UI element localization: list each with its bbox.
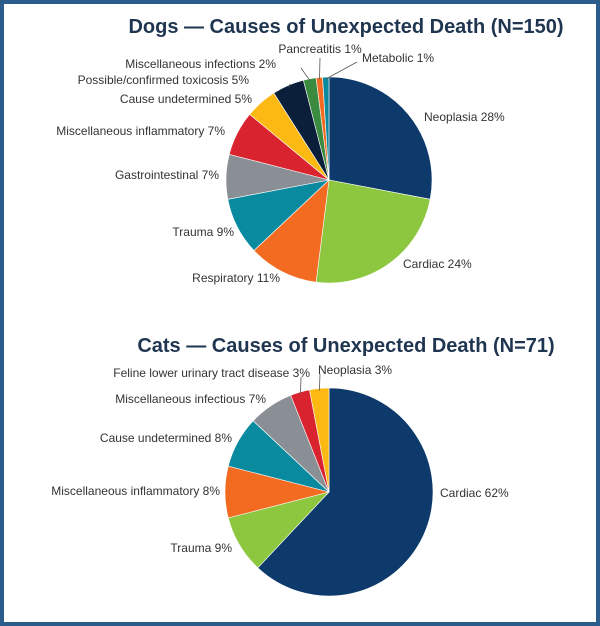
dog-label-trauma: Trauma 9% [172, 225, 234, 239]
dogs-pie-chart: Neoplasia 28% Cardiac 24% Respiratory 11% T… [56, 42, 505, 285]
dog-label-metabolic: Metabolic 1% [362, 51, 434, 65]
dog-leader-metabolic [325, 61, 358, 80]
dog-label-cause-undetermined: Cause undetermined 5% [120, 92, 252, 106]
dog-label-miscellaneous-infections: Miscellaneous infections 2% [125, 57, 276, 71]
dog-slice-respiratory [253, 179, 330, 283]
dog-leader-possible-confirmed-toxicosis [288, 83, 291, 88]
cat-slice-cardiac [257, 387, 434, 597]
cat-label-miscellaneous-infectious: Miscellaneous infectious 7% [115, 392, 266, 406]
dog-label-pancreatitis: Pancreatitis 1% [278, 42, 362, 56]
dog-label-respiratory: Respiratory 11% [192, 271, 280, 285]
dog-leader-pancreatitis [319, 57, 321, 80]
cat-label-trauma: Trauma 9% [170, 541, 232, 555]
dog-leader-miscellaneous-infections [300, 67, 311, 82]
dog-label-gastrointestinal: Gastrointestinal 7% [115, 168, 219, 182]
dog-label-cardiac: Cardiac 24% [403, 257, 472, 271]
cat-label-neoplasia: Neoplasia 3% [318, 363, 392, 377]
cat-label-cardiac: Cardiac 62% [440, 486, 509, 500]
cat-leader-neoplasia [319, 373, 321, 391]
cats-chart-title: Cats — Causes of Unexpected Death (N=71) [137, 335, 554, 357]
dogs-chart-title: Dogs — Causes of Unexpected Death (N=150… [128, 16, 563, 38]
dog-label-neoplasia: Neoplasia 28% [424, 110, 505, 124]
cat-label-cause-undetermined: Cause undetermined 8% [100, 431, 232, 445]
cat-leader-feline-lower-urinary-tract-disease [300, 376, 302, 395]
cat-label-feline-lower-urinary-tract-disease: Feline lower urinary tract disease 3% [113, 366, 310, 380]
dog-label-possible-confirmed-toxicosis: Possible/confirmed toxicosis 5% [78, 73, 250, 87]
cats-pie-chart: Cardiac 62% Trauma 9% Miscellaneous inflam… [51, 363, 509, 597]
dog-slice-neoplasia [328, 76, 433, 200]
cat-label-miscellaneous-inflammatory: Miscellaneous inflammatory 8% [51, 484, 220, 498]
dog-slice-cardiac [315, 179, 431, 284]
dog-label-miscellaneous-inflammatory: Miscellaneous inflammatory 7% [56, 124, 225, 138]
